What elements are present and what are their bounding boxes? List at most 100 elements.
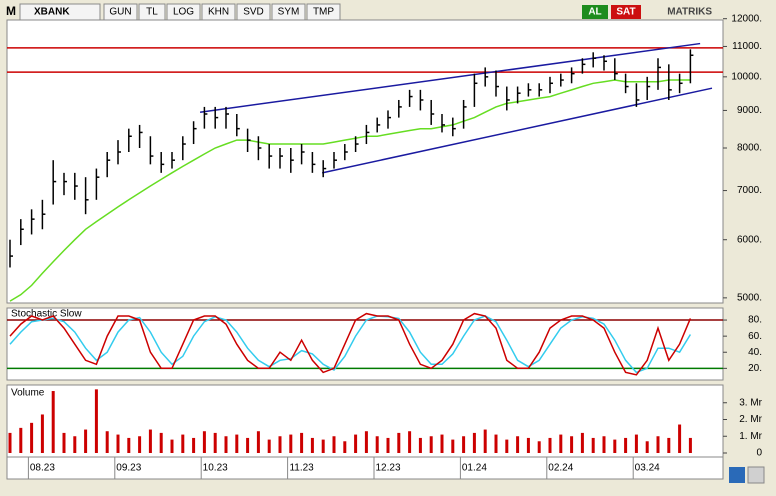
volume-bar xyxy=(105,431,109,453)
logo: M xyxy=(6,4,16,18)
volume-bar xyxy=(645,441,649,453)
y-tick-label: 6000. xyxy=(737,234,762,245)
x-tick-label: 10.23 xyxy=(203,463,228,474)
volume-bar xyxy=(148,429,152,453)
x-tick-label: 02.24 xyxy=(548,463,573,474)
volume-bar xyxy=(192,437,196,453)
volume-bar xyxy=(94,389,98,453)
volume-bar xyxy=(408,431,412,453)
volume-bar xyxy=(537,441,541,453)
y-tick-label: 5000. xyxy=(737,292,762,303)
toolbar-button-label[interactable]: SVD xyxy=(243,7,264,18)
volume-bar xyxy=(213,432,217,453)
volume-bar xyxy=(386,437,390,453)
volume-bar xyxy=(688,437,692,453)
y-tick-label: 20. xyxy=(748,363,762,374)
brand: MATRIKS xyxy=(667,7,712,18)
volume-bar xyxy=(235,434,239,453)
toolbar-button[interactable] xyxy=(201,3,236,21)
volume-bar xyxy=(73,436,77,453)
volume-bar xyxy=(494,434,498,453)
symbol[interactable]: XBANK xyxy=(34,7,70,18)
moving-average xyxy=(9,79,691,302)
icon[interactable] xyxy=(747,466,765,484)
y-tick-label: 0 xyxy=(756,448,762,459)
volume-bar xyxy=(40,414,44,453)
volume-bar xyxy=(289,434,293,453)
volume-bar xyxy=(678,424,682,453)
toolbar-button[interactable] xyxy=(138,3,166,21)
volume-bar xyxy=(19,427,23,453)
volume-bar xyxy=(613,439,617,453)
price-layer xyxy=(7,42,723,302)
y-tick-label: 2. Mr xyxy=(739,414,762,425)
icon[interactable] xyxy=(729,467,745,483)
toolbar-button-label[interactable]: GUN xyxy=(109,7,131,18)
volume-bar xyxy=(321,439,325,453)
toolbar-button[interactable] xyxy=(166,3,201,21)
y-tick-label: 3. Mr xyxy=(739,397,762,408)
volume-bar xyxy=(602,436,606,453)
volume-bar xyxy=(51,391,55,453)
volume-bar xyxy=(451,439,455,453)
buy-button[interactable] xyxy=(582,5,608,19)
volume-bar xyxy=(246,437,250,453)
volume-bar xyxy=(516,436,520,453)
volume-bar xyxy=(127,437,131,453)
volume-bar xyxy=(656,436,660,453)
y-tick-label: 1. Mr xyxy=(739,431,762,442)
volume-bar xyxy=(440,434,444,453)
panel-title: Volume xyxy=(11,388,45,399)
buy-label[interactable]: AL xyxy=(588,7,601,18)
volume-bar xyxy=(354,434,358,453)
volume-bar xyxy=(375,436,379,453)
volume-bar xyxy=(462,436,466,453)
toolbar-button[interactable] xyxy=(236,3,271,21)
volume-bar xyxy=(472,432,476,453)
volume-bar xyxy=(116,434,120,453)
toolbar-button-label[interactable]: LOG xyxy=(173,7,194,18)
volume-bar xyxy=(84,429,88,453)
volume-bar xyxy=(170,439,174,453)
sell-label[interactable]: SAT xyxy=(616,7,635,18)
volume-bar xyxy=(591,437,595,453)
y-tick-label: 7000. xyxy=(737,185,762,196)
volume-bar xyxy=(418,437,422,453)
y-tick-label: 9000. xyxy=(737,105,762,116)
y-tick-label: 80. xyxy=(748,315,762,326)
y-tick-label: 12000. xyxy=(731,13,762,24)
volume-bar xyxy=(483,429,487,453)
volume-bar xyxy=(332,436,336,453)
toolbar-button[interactable] xyxy=(103,3,138,21)
x-axis xyxy=(6,456,724,480)
volume-bar xyxy=(30,422,34,453)
volume-bar xyxy=(624,437,628,453)
x-tick-label: 11.23 xyxy=(289,463,314,474)
toolbar-button-label[interactable]: SYM xyxy=(278,7,300,18)
volume-bar xyxy=(278,436,282,453)
y-tick-label: 8000. xyxy=(737,143,762,154)
toolbar-button[interactable] xyxy=(271,3,306,21)
volume-bar xyxy=(364,431,368,453)
trend-line xyxy=(321,87,713,174)
sell-button[interactable] xyxy=(611,5,641,19)
toolbar-button-label[interactable]: TL xyxy=(146,7,158,18)
toolbar-button-label[interactable]: TMP xyxy=(313,7,334,18)
volume-bar xyxy=(62,432,66,453)
x-tick-label: 01.24 xyxy=(462,463,487,474)
y-tick-label: 11000. xyxy=(732,41,762,52)
toolbar-button[interactable] xyxy=(306,3,341,21)
volume-bar xyxy=(159,432,163,453)
indicator-line xyxy=(9,315,692,374)
volume-bar xyxy=(397,432,401,453)
volume-bar xyxy=(300,432,304,453)
volume-bar xyxy=(559,434,563,453)
price-panel xyxy=(6,19,724,304)
volume-bar xyxy=(181,434,185,453)
volume-bar xyxy=(634,434,638,453)
volume-bar xyxy=(580,432,584,453)
volume-bar xyxy=(429,436,433,453)
toolbar-button-label[interactable]: KHN xyxy=(208,7,229,18)
